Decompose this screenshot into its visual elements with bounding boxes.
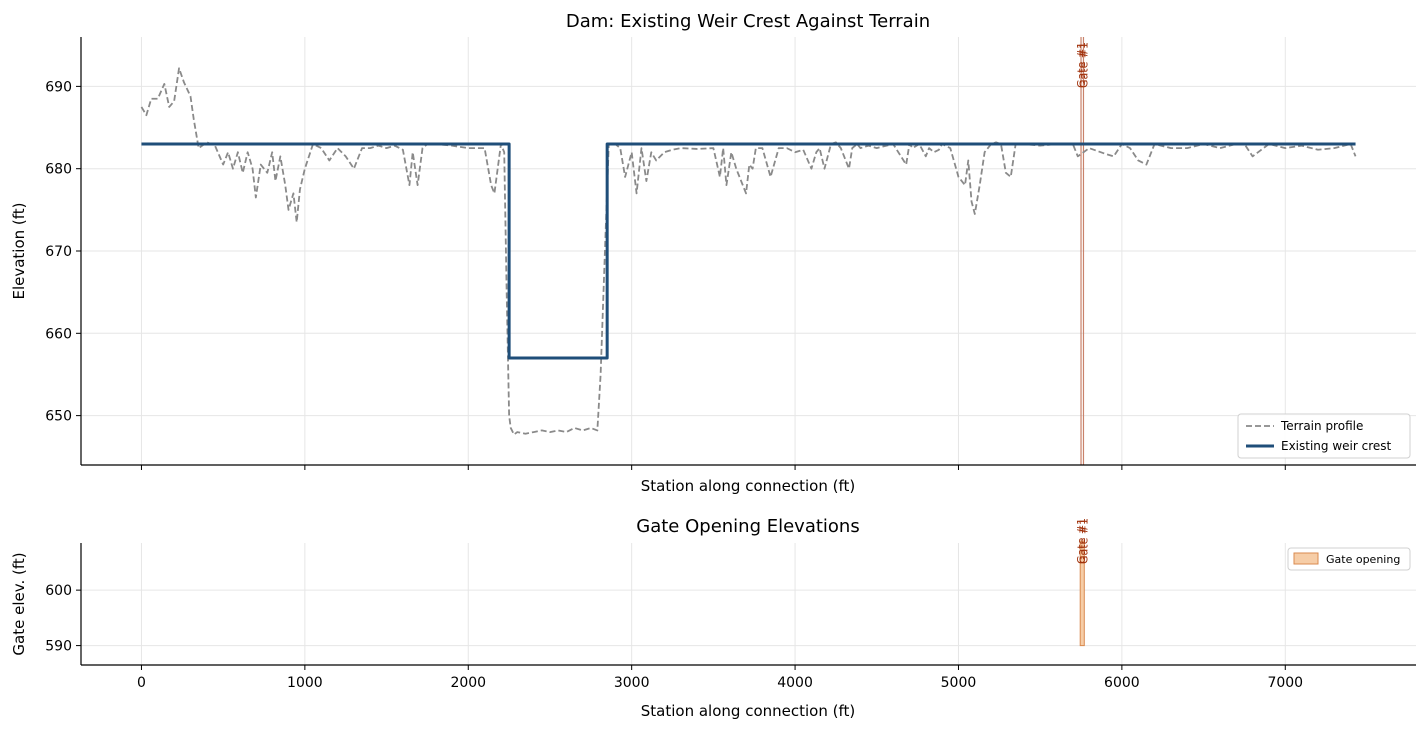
legend-terrain-label: Terrain profile <box>1280 419 1363 433</box>
legend-weir-label: Existing weir crest <box>1281 439 1392 453</box>
bottom-legend: Gate opening <box>1287 547 1411 571</box>
terrain-profile-line <box>140 67 1357 436</box>
y-tick-label: 590 <box>45 639 72 655</box>
top-x-axis-label: Station along connection (ft) <box>641 477 855 495</box>
top-series <box>140 67 1357 436</box>
x-tick-label: 7000 <box>1267 675 1303 691</box>
top-chart-title: Dam: Existing Weir Crest Against Terrain <box>566 11 930 32</box>
top-legend: Terrain profile Existing weir crest <box>1237 413 1411 459</box>
x-tick-label: 6000 <box>1104 675 1140 691</box>
y-tick-label: 690 <box>45 79 72 95</box>
bottom-y-axis-label: Gate elev. (ft) <box>10 552 28 655</box>
top-elevation-panel: Dam: Existing Weir Crest Against Terrain… <box>10 11 1416 495</box>
bottom-chart-title: Gate Opening Elevations <box>636 516 859 537</box>
y-tick-label: 600 <box>45 583 72 599</box>
bottom-y-ticks: 590 600 <box>45 583 81 655</box>
gate-opening-bar <box>1079 540 1085 647</box>
bottom-x-ticks: 0 1000 2000 3000 4000 5000 6000 7000 <box>137 665 1303 691</box>
y-tick-label: 660 <box>45 326 72 342</box>
legend-gate-swatch <box>1293 552 1319 565</box>
gate-annotation-label: Gate #1 <box>1077 42 1090 88</box>
y-tick-label: 670 <box>45 244 72 260</box>
gate-annotation-label: Gate #1 <box>1077 518 1090 564</box>
top-legend-box <box>1237 413 1411 459</box>
x-tick-label: 0 <box>137 675 146 691</box>
bottom-x-axis-label: Station along connection (ft) <box>641 702 855 720</box>
x-tick-label: 4000 <box>777 675 813 691</box>
gate-annotation-label: Gate #1 <box>1075 42 1088 88</box>
weir-crest-line <box>141 142 1356 360</box>
gate-annotation-label: Gate #1 <box>1075 518 1088 564</box>
y-tick-label: 680 <box>45 162 72 178</box>
x-tick-label: 5000 <box>941 675 977 691</box>
top-y-ticks: 650 660 670 680 690 <box>45 79 81 425</box>
bottom-grid <box>81 543 1416 665</box>
top-x-ticks <box>140 465 1286 470</box>
x-tick-label: 3000 <box>614 675 650 691</box>
x-tick-label: 1000 <box>287 675 323 691</box>
top-grid <box>81 37 1416 465</box>
top-y-axis-label: Elevation (ft) <box>10 202 28 299</box>
bottom-gate-bars <box>1079 540 1085 647</box>
y-tick-label: 650 <box>45 409 72 425</box>
x-tick-label: 2000 <box>450 675 486 691</box>
legend-gate-label: Gate opening <box>1326 553 1400 566</box>
